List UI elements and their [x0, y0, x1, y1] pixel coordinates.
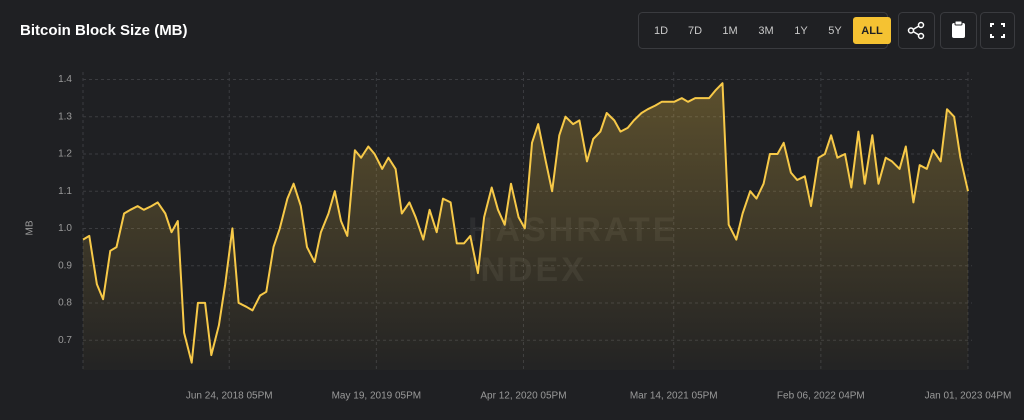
y-tick-label: 1.2 — [58, 149, 72, 160]
icon — [912, 25, 920, 36]
range-button[interactable]: 1Y — [794, 25, 808, 37]
range-button-label[interactable]: ALL — [861, 25, 883, 37]
button-frame[interactable] — [940, 12, 977, 49]
y-axis-label: MB — [25, 220, 36, 235]
share-button[interactable] — [898, 12, 935, 49]
y-tick-label: 1.3 — [58, 111, 72, 122]
y-tick-label: 0.7 — [58, 335, 72, 346]
x-tick-label: Apr 12, 2020 05PM — [480, 391, 566, 402]
icon — [954, 20, 963, 26]
range-button[interactable]: 1D — [654, 25, 668, 37]
fullscreen-button[interactable] — [980, 12, 1015, 49]
icon — [917, 32, 925, 40]
x-tick-label: Jun 24, 2018 05PM — [186, 391, 273, 402]
y-tick-label: 1.0 — [58, 223, 72, 234]
range-button[interactable]: 5Y — [828, 25, 842, 37]
y-tick-label: 0.9 — [58, 260, 72, 271]
icon — [917, 21, 925, 29]
range-button[interactable]: ALL — [853, 17, 891, 44]
y-tick-label: 1.4 — [58, 74, 72, 85]
button-frame[interactable] — [898, 12, 935, 49]
x-tick-label: May 19, 2019 05PM — [332, 391, 422, 402]
range-button-label[interactable]: 1Y — [794, 25, 808, 37]
x-tick-label: Mar 14, 2021 05PM — [630, 391, 718, 402]
range-button[interactable]: 3M — [758, 25, 773, 37]
range-button-label[interactable]: 1D — [654, 25, 668, 37]
range-button-label[interactable]: 3M — [758, 25, 773, 37]
x-tick-label: Feb 06, 2022 04PM — [777, 391, 865, 402]
range-button-label[interactable]: 5Y — [828, 25, 842, 37]
icon — [952, 23, 965, 38]
range-button-bg[interactable] — [853, 17, 891, 44]
range-button[interactable]: 7D — [688, 25, 702, 37]
line — [82, 82, 969, 364]
range-button-label[interactable]: 1M — [722, 25, 737, 37]
x-tick-label: Jan 01, 2023 04PM — [925, 391, 1012, 402]
chart-title: Bitcoin Block Size (MB) — [20, 22, 188, 39]
range-button[interactable]: 1M — [722, 25, 737, 37]
copy-button[interactable] — [940, 12, 977, 49]
range-button-label[interactable]: 7D — [688, 25, 702, 37]
button-frame[interactable] — [980, 12, 1015, 49]
y-tick-label: 0.8 — [58, 298, 72, 309]
y-tick-label: 1.1 — [58, 186, 72, 197]
icon — [990, 23, 1005, 38]
icon — [907, 27, 915, 34]
